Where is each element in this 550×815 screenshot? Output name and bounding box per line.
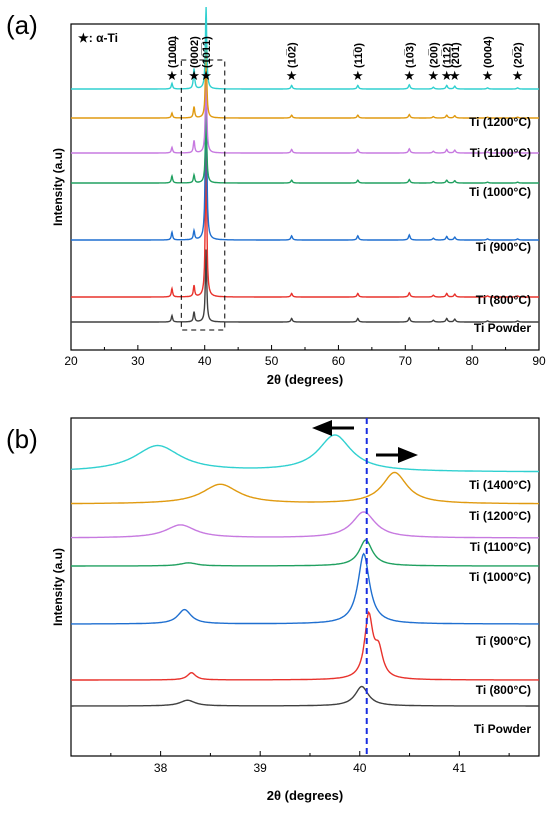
trace-0: [71, 685, 539, 707]
panel-b-ylabel: Intensity (a.u): [51, 548, 65, 626]
panel-b-xlabel: 2θ (degrees): [267, 788, 343, 803]
x-tick-label: 38: [154, 761, 168, 775]
x-tick-label: 30: [131, 354, 145, 368]
x-tick-label: 70: [399, 354, 413, 368]
trace-3: [71, 113, 539, 184]
series-label-1: Ti (800°C): [476, 293, 531, 307]
peak-label-10: (20̅2): [513, 42, 525, 68]
series-label-5: Ti (1200°C): [469, 115, 531, 129]
series-label-4: Ti (1100°C): [470, 540, 531, 554]
trace-2: [71, 552, 539, 625]
x-tick-label: 40: [198, 354, 212, 368]
series-label-0: Ti Powder: [474, 321, 531, 335]
peak-label-4: (11̅0): [353, 43, 365, 68]
trace-4: [71, 511, 539, 539]
panel-a-traces: [71, 6, 539, 323]
alpha-ti-star-icon: ★: [449, 68, 461, 83]
panel-a-ylabel: Intensity (a.u): [51, 148, 65, 226]
alpha-ti-star-icon: ★: [482, 68, 494, 83]
panel-b-series-labels: Ti Powder Ti (800°C) Ti (900°C) Ti (1000°C)…: [469, 478, 531, 736]
alpha-ti-star-icon: ★: [166, 68, 178, 83]
panel-a: (a) Ti Powder Ti (800°C) Ti (900°C) Ti (100…: [6, 6, 546, 387]
trace-6: [70, 434, 539, 473]
series-label-5: Ti (1200°C): [469, 509, 531, 523]
panel-a-label: (a): [6, 10, 38, 40]
peak-label-7: (11̅2): [442, 43, 454, 68]
right-arrow-icon: [376, 447, 418, 463]
alpha-ti-star-icon: ★: [441, 68, 453, 83]
x-tick-label: 20: [64, 354, 78, 368]
panel-b-label: (b): [6, 424, 38, 454]
trace-5: [71, 45, 539, 119]
peak-label-0: (1000): [167, 36, 179, 68]
peak-label-9: (0004): [483, 36, 495, 68]
alpha-ti-star-icon: ★: [200, 68, 212, 83]
series-label-6: Ti (1400°C): [469, 478, 531, 492]
panel-b: (b) Ti Powder Ti (800°C) Ti (900°C) Ti (100…: [6, 417, 540, 803]
left-arrow-icon: [312, 420, 354, 436]
series-label-0: Ti Powder: [474, 722, 531, 736]
panel-a-series-labels: Ti Powder Ti (800°C) Ti (900°C) Ti (1000°C)…: [469, 115, 531, 335]
panel-a-legend: ★: α-Ti: [78, 31, 118, 45]
trace-5: [71, 471, 539, 505]
series-label-3: Ti (1000°C): [469, 570, 531, 584]
trace-1: [71, 610, 539, 681]
panel-b-x-ticks: 38 39 40 41: [110, 751, 510, 775]
x-tick-label: 40: [353, 761, 367, 775]
peak-label-3: (10̅2): [287, 42, 299, 68]
panel-a-dashed-box: [180, 59, 226, 331]
panel-b-traces: [70, 434, 539, 707]
x-tick-label: 90: [532, 354, 546, 368]
peak-label-8: (20̅1): [450, 42, 462, 68]
x-tick-label: 80: [465, 354, 479, 368]
panel-a-xlabel: 2θ (degrees): [267, 372, 343, 387]
x-tick-label: 60: [332, 354, 346, 368]
peak-label-1: (0002): [189, 36, 201, 68]
series-label-4: Ti (1100°C): [470, 146, 531, 160]
alpha-ti-star-icon: ★: [512, 68, 524, 83]
alpha-ti-star-icon: ★: [352, 68, 364, 83]
panel-b-frame: [70, 417, 540, 757]
panel-a-peak-labels: ★(1000)★(0002)★(10̅1̅1)★(10̅2)★(11̅0)★(1…: [166, 36, 524, 83]
trace-1: [71, 139, 539, 298]
series-label-3: Ti (1000°C): [469, 185, 531, 199]
trace-2: [71, 69, 539, 241]
peak-label-6: (20̅0): [428, 42, 440, 68]
x-tick-label: 41: [453, 761, 467, 775]
series-label-1: Ti (800°C): [476, 683, 531, 697]
peak-label-5: (10̅3): [404, 42, 416, 68]
alpha-ti-star-icon: ★: [286, 68, 298, 83]
series-label-2: Ti (900°C): [476, 634, 531, 648]
trace-0: [71, 249, 539, 323]
trace-4: [71, 70, 539, 154]
peak-label-2: (10̅1̅1): [201, 36, 213, 68]
trace-3: [71, 539, 539, 567]
alpha-ti-star-icon: ★: [428, 68, 440, 83]
x-tick-label: 39: [254, 761, 268, 775]
panel-a-x-ticks: 20 30 40 50 60 70 80 90: [64, 345, 546, 368]
x-tick-label: 50: [265, 354, 279, 368]
series-label-2: Ti (900°C): [476, 240, 531, 254]
trace-6: [71, 6, 539, 90]
alpha-ti-star-icon: ★: [188, 68, 200, 83]
alpha-ti-star-icon: ★: [403, 68, 415, 83]
